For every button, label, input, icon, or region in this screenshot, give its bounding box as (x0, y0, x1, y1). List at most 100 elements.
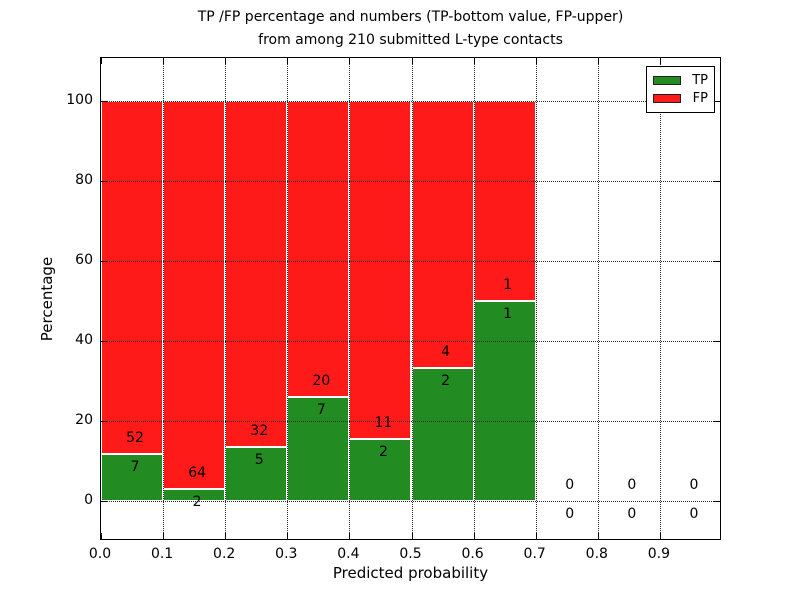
x-tick-label: 0.2 (213, 546, 236, 562)
fp-count-label: 52 (126, 429, 144, 446)
x-axis-tick (474, 533, 475, 539)
y-axis-tick (101, 181, 107, 182)
tp-count-label: 0 (565, 506, 575, 522)
x-tick-label: 0.7 (523, 546, 546, 562)
y-tick-label: 0 (84, 492, 93, 508)
y-axis-tick-right (714, 341, 720, 342)
y-tick-label: 80 (75, 172, 93, 188)
y-axis-label: Percentage (38, 256, 56, 342)
fp-count-label: 0 (689, 477, 699, 493)
x-axis-tick (412, 533, 413, 539)
x-tick-label: 0.4 (337, 546, 360, 562)
grid-line-horizontal (101, 421, 720, 422)
tp-bar-segment (225, 446, 288, 501)
y-axis-tick (101, 501, 107, 502)
fp-count-label: 4 (441, 343, 450, 360)
x-axis-tick-top (660, 58, 661, 64)
fp-bar-segment (287, 101, 350, 398)
y-axis-tick-right (714, 501, 720, 502)
y-axis-tick (101, 261, 107, 262)
x-tick-label: 0.5 (399, 546, 422, 562)
x-axis-tick-top (412, 58, 413, 64)
grid-line-horizontal (101, 181, 720, 182)
x-axis-label: Predicted probability (332, 564, 489, 582)
fp-count-label: 1 (503, 277, 513, 293)
grid-line-vertical (660, 58, 661, 539)
grid-line-horizontal (101, 261, 720, 262)
x-axis-tick (598, 533, 599, 539)
y-axis-tick-right (714, 101, 720, 102)
x-tick-label: 0.9 (647, 546, 671, 562)
x-axis-tick-top (598, 58, 599, 64)
tp-count-label: 0 (689, 506, 699, 522)
x-tick-label: 0.1 (150, 546, 174, 562)
grid-line-horizontal (101, 101, 720, 102)
x-axis-tick-top (287, 58, 288, 64)
y-axis-tick-right (714, 181, 720, 182)
fp-count-label: 0 (565, 477, 575, 493)
fp-count-label: 64 (188, 464, 207, 481)
x-axis-tick-top (225, 58, 226, 64)
tp-count-label: 5 (254, 451, 264, 468)
tp-count-label: 1 (503, 306, 513, 322)
fp-bar-segment (473, 101, 536, 301)
chart-title-line1: TP /FP percentage and numbers (TP-bottom… (197, 9, 624, 25)
tp-count-label: 2 (441, 372, 450, 389)
legend-label-fp: FP (692, 91, 708, 107)
x-axis-tick (101, 533, 102, 539)
tp-bar-segment (101, 453, 164, 501)
y-tick-label: 40 (75, 332, 93, 348)
grid-line-vertical (225, 58, 226, 539)
y-tick-label: 60 (75, 252, 93, 268)
y-axis-tick (101, 421, 107, 422)
tp-count-label: 0 (627, 506, 637, 522)
x-axis-tick-top (163, 58, 164, 64)
x-tick-label: 0.0 (88, 546, 112, 562)
fp-bar-segment (163, 101, 226, 489)
fp-count-label: 0 (627, 477, 637, 493)
tp-count-label: 2 (378, 444, 388, 461)
y-tick-label: 100 (66, 92, 93, 108)
tp-bar-segment (473, 301, 536, 501)
y-tick-label: 20 (75, 412, 93, 428)
x-axis-tick (660, 533, 661, 539)
y-axis-tick (101, 341, 107, 342)
x-axis-tick-top (349, 58, 350, 64)
fp-bar-segment (225, 101, 288, 447)
y-axis-tick (101, 101, 107, 102)
fp-bar-segment (411, 101, 474, 368)
x-axis-tick (287, 533, 288, 539)
legend-item-fp: FP (653, 91, 708, 106)
plot-area: 52 7 64 2 32 5 20 7 11 2 4 2 1 1 0 0 0 0 0 0 (100, 57, 721, 540)
x-axis-tick (536, 533, 537, 539)
grid-line-vertical (536, 58, 537, 539)
y-axis-tick-right (714, 421, 720, 422)
fp-bar-segment (101, 101, 164, 454)
tp-count-label: 7 (316, 402, 326, 419)
legend: TP FP (646, 66, 715, 113)
grid-line-vertical (412, 58, 413, 539)
legend-item-tp: TP (653, 73, 708, 88)
x-tick-label: 0.8 (585, 546, 608, 562)
x-tick-label: 0.3 (275, 546, 298, 562)
chart-title-line2: from among 210 submitted L-type contacts (258, 32, 563, 48)
chart-title: TP /FP percentage and numbers (TP-bottom… (100, 6, 721, 52)
y-axis-tick-right (714, 261, 720, 262)
grid-line-vertical (287, 58, 288, 539)
x-axis-tick-top (536, 58, 537, 64)
tp-bar-segment (287, 397, 350, 501)
grid-line-vertical (474, 58, 475, 539)
x-axis-tick (225, 533, 226, 539)
x-tick-label: 0.6 (461, 546, 484, 562)
tp-count-label: 2 (192, 493, 202, 510)
fp-count-label: 20 (312, 373, 331, 390)
fp-swatch-icon (653, 94, 681, 104)
x-axis-tick (163, 533, 164, 539)
x-axis-tick-top (474, 58, 475, 64)
fp-bar-segment (349, 101, 412, 440)
grid-line-vertical (349, 58, 350, 539)
fp-count-label: 32 (250, 422, 269, 439)
x-axis-tick (349, 533, 350, 539)
fp-count-label: 11 (374, 415, 393, 432)
